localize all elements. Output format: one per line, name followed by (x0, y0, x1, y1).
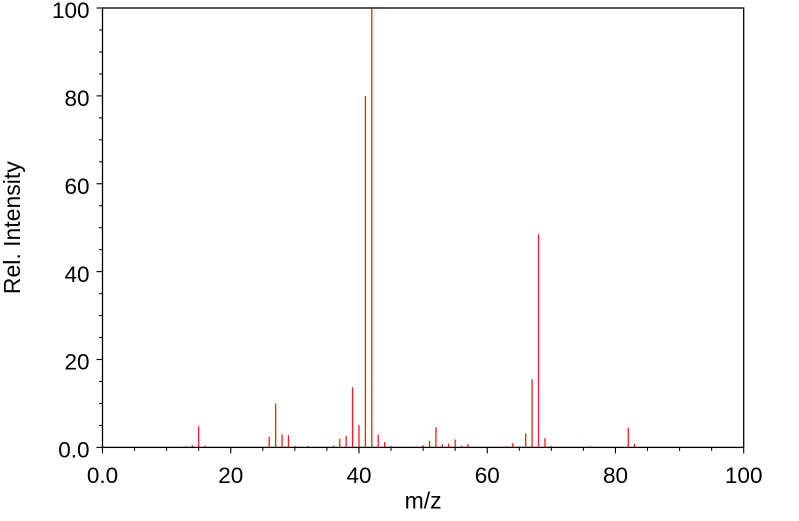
svg-text:20: 20 (64, 350, 89, 375)
svg-text:60: 60 (64, 174, 89, 199)
svg-text:0.0: 0.0 (87, 463, 118, 488)
svg-text:40: 40 (64, 262, 89, 287)
svg-text:100: 100 (52, 0, 90, 23)
svg-text:0.0: 0.0 (58, 438, 89, 463)
svg-text:80: 80 (64, 86, 89, 111)
svg-text:20: 20 (218, 463, 243, 488)
svg-text:100: 100 (725, 463, 763, 488)
svg-text:m/z: m/z (405, 487, 442, 513)
svg-text:Rel. Intensity: Rel. Intensity (0, 161, 25, 294)
svg-text:80: 80 (603, 463, 628, 488)
svg-text:60: 60 (475, 463, 500, 488)
svg-text:40: 40 (346, 463, 371, 488)
